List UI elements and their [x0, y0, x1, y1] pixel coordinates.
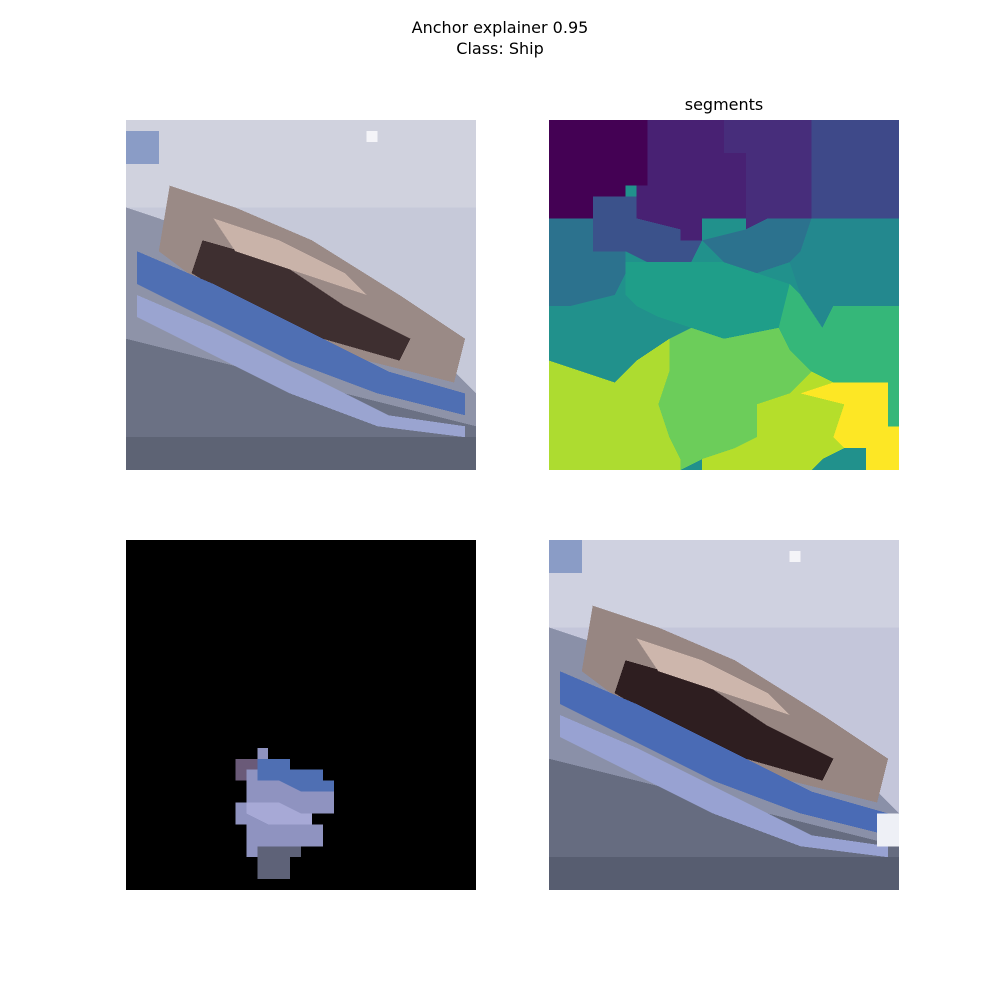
- anchor-mask-panel: [126, 540, 476, 890]
- figure-title: Anchor explainer 0.95 Class: Ship: [0, 17, 1000, 59]
- segments-panel-title: segments: [549, 95, 899, 115]
- segment-17: [888, 383, 899, 427]
- segments-map: [549, 120, 899, 470]
- anchor-masked-image: [126, 540, 476, 890]
- perturbed-ship-image: [549, 540, 899, 890]
- bright-pixel: [367, 131, 378, 142]
- bottom-water: [126, 437, 476, 470]
- corner-blue-2: [549, 540, 582, 573]
- original-image-panel: [126, 120, 476, 470]
- original-ship-image: [126, 120, 476, 470]
- bright-edge-2: [877, 813, 899, 846]
- figure-title-line-2: Class: Ship: [0, 38, 1000, 59]
- segments-panel: [549, 120, 899, 470]
- perturbed-image-panel: [549, 540, 899, 890]
- segment-3: [812, 120, 900, 218]
- figure-title-line-1: Anchor explainer 0.95: [0, 17, 1000, 38]
- corner-blue: [126, 131, 159, 164]
- bottom-water-2: [549, 857, 899, 890]
- bright-pixel-2: [790, 551, 801, 562]
